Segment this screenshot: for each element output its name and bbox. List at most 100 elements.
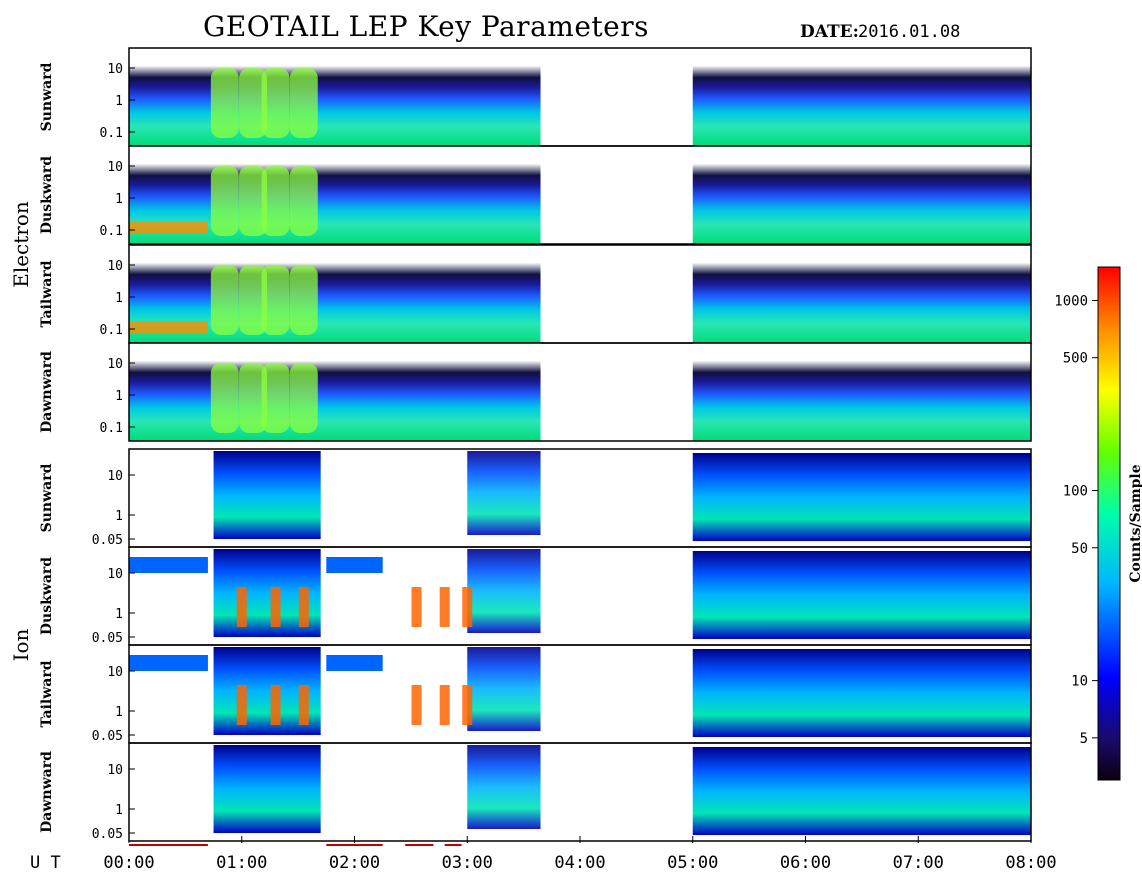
burst-mark <box>289 68 318 138</box>
burst-mark <box>210 363 239 433</box>
burst-mark <box>210 68 239 138</box>
electron-spectrum-band <box>129 48 541 146</box>
y-tick-label: 0.05 <box>92 631 123 646</box>
x-tick-label: 06:00 <box>780 853 831 873</box>
colorbar-tick-label: 10 <box>1071 674 1088 690</box>
direction-label: Duskward <box>39 557 55 635</box>
direction-label: Sunward <box>39 62 55 131</box>
direction-label: Dawnward <box>39 751 55 833</box>
ion-spectrum-block <box>692 551 1031 639</box>
ion-spectrum-block <box>467 647 541 731</box>
hot-spot <box>270 685 281 725</box>
burst-mark <box>239 265 268 335</box>
x-tick-label: 04:00 <box>554 853 605 873</box>
burst-mark <box>239 68 268 138</box>
burst-mark <box>289 363 318 433</box>
ion-upper-band <box>129 557 208 573</box>
burst-mark <box>289 166 318 236</box>
panel-electron-tailward: 10 1 0.1 Tailward <box>39 244 1032 344</box>
burst-mark <box>289 265 318 335</box>
ion-spectrum-block <box>692 747 1031 835</box>
colorbar: 1000 500 100 50 10 5 Counts/Sample <box>1054 266 1142 781</box>
ion-spectrum-block <box>467 549 541 633</box>
y-tick-label: 10 <box>107 160 123 175</box>
ion-upper-band <box>129 655 208 671</box>
high-flux-band <box>129 222 208 234</box>
ion-spectrum-block <box>213 451 321 539</box>
panel-frame <box>128 145 1032 245</box>
colorbar-tick-label: 100 <box>1063 484 1088 500</box>
y-tick-label: 1 <box>115 607 123 622</box>
panel-electron-duskward: 10 1 0.1 Duskward <box>39 145 1032 245</box>
electron-spectrum-band <box>129 343 541 441</box>
species-label: Ion <box>9 628 33 661</box>
y-tick-label: 0.1 <box>100 224 123 239</box>
ion-spectrum-block <box>467 451 541 535</box>
panel-ion-duskward: 10 1 0.05 Duskward <box>39 546 1032 646</box>
y-tick-label: 1 <box>115 291 123 306</box>
burst-mark <box>261 265 290 335</box>
panel-electron-dawnward: 10 1 0.1 Dawnward <box>39 342 1032 442</box>
y-tick-label: 1 <box>115 509 123 524</box>
direction-label: Tailward <box>39 660 55 727</box>
y-tick-label: 10 <box>107 665 123 680</box>
y-tick-label: 10 <box>107 357 123 372</box>
ion-upper-band <box>326 557 383 573</box>
x-tick-label: 02:00 <box>329 853 380 873</box>
hot-spot <box>439 685 450 725</box>
x-tick-label: 08:00 <box>1005 853 1056 873</box>
x-tick-label: 03:00 <box>442 853 493 873</box>
direction-label: Sunward <box>39 463 55 532</box>
high-flux-band <box>129 321 208 333</box>
hot-spot <box>439 587 450 627</box>
panel-electron-sunward: 10 1 0.1 Sunward <box>39 47 1032 147</box>
date-label: DATE: <box>800 22 859 42</box>
time-axis: U T 00:00 01:00 02:00 03:00 04:00 05:00 06:00 07… <box>30 836 1057 873</box>
x-tick-label: 00:00 <box>103 853 154 873</box>
y-tick-label: 1 <box>115 803 123 818</box>
colorbar-label: Counts/Sample <box>1128 464 1142 582</box>
colorbar-tick-label: 500 <box>1063 351 1088 367</box>
direction-label: Dawnward <box>39 351 55 433</box>
y-tick-label: 0.05 <box>92 827 123 842</box>
y-tick-label: 10 <box>107 567 123 582</box>
ion-spectrum-block <box>692 649 1031 737</box>
burst-mark <box>210 166 239 236</box>
hot-spot <box>411 587 422 627</box>
hot-spot <box>236 685 247 725</box>
panel-ion-tailward: 10 1 0.05 Tailward <box>39 644 1032 744</box>
colorbar-tick-label: 1000 <box>1054 293 1088 309</box>
hot-spot <box>298 587 309 627</box>
burst-mark <box>210 265 239 335</box>
y-tick-label: 10 <box>107 469 123 484</box>
y-tick-label: 0.1 <box>100 323 123 338</box>
y-tick-label: 1 <box>115 705 123 720</box>
burst-mark <box>239 363 268 433</box>
y-tick-label: 1 <box>115 389 123 404</box>
y-tick-label: 1 <box>115 94 123 109</box>
ut-label: U T <box>30 853 61 873</box>
y-tick-label: 0.1 <box>100 421 123 436</box>
panels-layer: 10 1 0.1 Sunward 10 1 0.1 Duskward 10 1 0.1 Tailwar… <box>9 47 1032 846</box>
electron-spectrum-band <box>692 48 1031 146</box>
panel-ion-sunward: 10 1 0.05 Sunward <box>39 448 1032 548</box>
panel-frame <box>128 342 1032 442</box>
date-value: 2016.01.08 <box>858 22 961 42</box>
species-label: Electron <box>9 201 33 288</box>
y-tick-label: 10 <box>107 62 123 77</box>
y-tick-label: 1 <box>115 192 123 207</box>
chart-title: GEOTAIL LEP Key Parameters <box>203 10 649 43</box>
ion-spectrum-block <box>692 453 1031 541</box>
colorbar-tick-label: 50 <box>1071 541 1088 557</box>
electron-spectrum-band <box>692 343 1031 441</box>
y-tick-label: 10 <box>107 763 123 778</box>
burst-mark <box>261 363 290 433</box>
hot-spot <box>236 587 247 627</box>
y-tick-label: 10 <box>107 259 123 274</box>
colorbar-gradient <box>1097 266 1121 781</box>
direction-label: Tailward <box>39 260 55 327</box>
electron-spectrum-band <box>692 245 1031 343</box>
y-tick-label: 0.1 <box>100 126 123 141</box>
panel-ion-dawnward: 10 1 0.05 Dawnward <box>39 742 1032 842</box>
